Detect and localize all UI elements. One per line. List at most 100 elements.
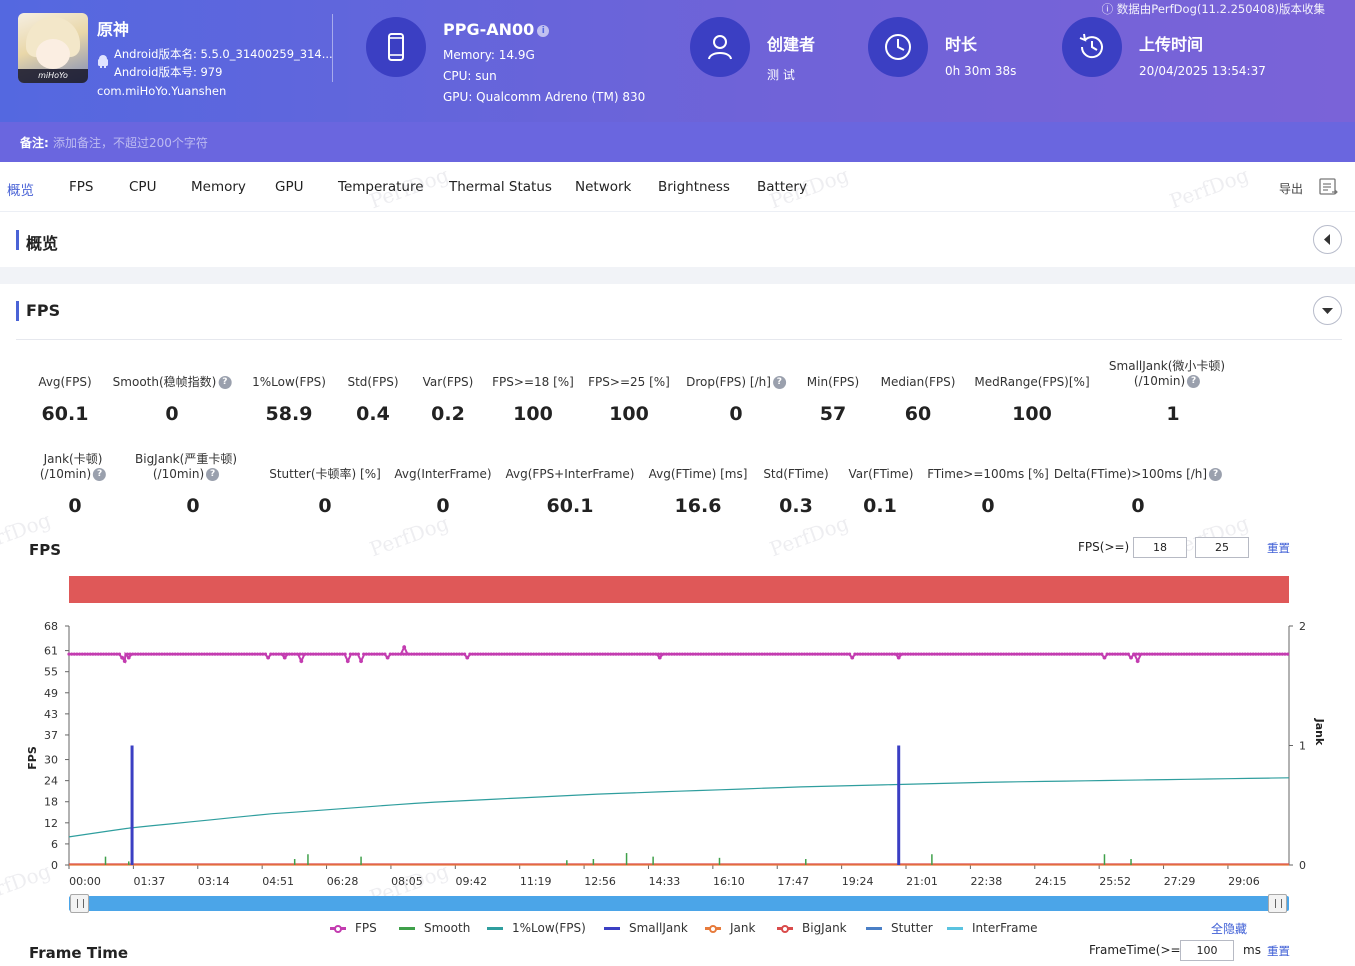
series-fps-point (299, 659, 304, 664)
series-fps-point (441, 652, 445, 656)
report-header: ⓘ 数据由PerfDog(11.2.250408)版本收集 miHoYo 原神 … (0, 0, 1355, 122)
remark-input[interactable]: 添加备注，不超过200个字符 (53, 136, 208, 150)
series-fps-point (1211, 652, 1215, 656)
help-icon[interactable]: ? (206, 468, 220, 481)
series-fps-point (765, 652, 769, 656)
tab-network[interactable]: Network (575, 179, 632, 195)
series-fps-point (335, 652, 339, 656)
x-tick-label: 22:38 (971, 875, 1003, 888)
series-fps-point (579, 652, 584, 656)
series-fps-point (635, 652, 639, 656)
fps-threshold-low-input[interactable]: 18 (1133, 537, 1187, 558)
series-fps-point (1132, 652, 1136, 656)
hide-all-series-button[interactable]: 全隐藏 (1211, 922, 1248, 936)
help-icon[interactable]: ? (772, 376, 786, 389)
overview-collapse-button[interactable] (1313, 225, 1342, 254)
series-fps-point (1100, 652, 1104, 656)
help-icon[interactable]: ? (1187, 375, 1201, 388)
legend-item-jank[interactable]: Jank (730, 921, 756, 935)
series-fps-point (569, 652, 573, 656)
legend-item-bigjank[interactable]: BigJank (802, 921, 847, 935)
series-fps-point (1049, 652, 1053, 656)
slider-handle-right[interactable] (1268, 894, 1287, 913)
metric-value: 16.6 (674, 495, 722, 517)
series-fps-point (709, 652, 714, 656)
series-fps-point (903, 652, 907, 656)
series-fps-point (749, 652, 753, 656)
series-fps-point (614, 652, 618, 656)
series-fps-point (516, 652, 520, 656)
x-tick-label: 24:15 (1035, 875, 1067, 888)
y-tick-label: 68 (44, 620, 58, 633)
series-fps-point (303, 652, 307, 656)
series-fps-point (725, 652, 730, 656)
fps-collapse-button[interactable] (1313, 296, 1342, 325)
legend-item-fps[interactable]: FPS (355, 921, 377, 935)
series-fps-point (547, 652, 552, 656)
series-fps-point (364, 652, 368, 656)
tab-cpu[interactable]: CPU (129, 179, 157, 195)
time-range-slider[interactable] (69, 896, 1289, 911)
legend-item-1-low-fps-[interactable]: 1%Low(FPS) (512, 921, 586, 935)
tab-memory[interactable]: Memory (191, 179, 246, 195)
series-fps-point (755, 652, 759, 656)
tab-temperature[interactable]: Temperature (338, 179, 424, 195)
export-button[interactable]: 导出 (1278, 182, 1303, 196)
fps-threshold-label: FPS(>=) (1078, 540, 1130, 554)
tab-battery[interactable]: Battery (757, 179, 807, 195)
fps-threshold-high-input[interactable]: 25 (1195, 537, 1249, 558)
metric-value: 60 (904, 403, 932, 425)
series-fps-point (372, 652, 376, 656)
tab-fps[interactable]: FPS (69, 179, 94, 195)
series-fps-point (1126, 652, 1130, 656)
frame-time-threshold-input[interactable]: 100 (1180, 940, 1234, 961)
series-fps-point (996, 652, 1000, 656)
series-fps-point (956, 652, 961, 656)
series-fps-point (1055, 652, 1059, 656)
help-icon[interactable]: ? (218, 376, 232, 389)
legend-item-interframe[interactable]: InterFrame (972, 921, 1038, 935)
x-tick-label: 09:42 (455, 875, 487, 888)
series-fps-point (670, 652, 674, 656)
tab-gpu[interactable]: GPU (275, 179, 304, 195)
series-fps-point (863, 652, 868, 656)
help-icon[interactable]: ? (93, 468, 107, 481)
app-avatar: miHoYo (18, 13, 88, 83)
series-fps-point (524, 652, 528, 656)
series-fps-point (675, 652, 679, 656)
series-fps-point (1105, 652, 1109, 656)
series-fps-point (930, 652, 934, 656)
legend-item-smalljank[interactable]: SmallJank (629, 921, 688, 935)
series-fps-point (558, 652, 562, 656)
legend-item-stutter[interactable]: Stutter (891, 921, 933, 935)
series-fps-point (1227, 652, 1231, 656)
tab-overview[interactable]: 概览 (7, 183, 34, 199)
series-fps-point (1163, 652, 1168, 656)
series-fps-point (736, 652, 740, 656)
series-fps-point (895, 652, 899, 656)
metric-value: 0 (729, 403, 743, 425)
series-fps-point (460, 652, 464, 656)
series-fps-point (632, 652, 637, 656)
frame-time-reset-link[interactable]: 重置 (1267, 944, 1290, 958)
metric-value: 0 (186, 495, 200, 517)
series-fps-point (473, 652, 477, 656)
export-icon[interactable] (1319, 178, 1339, 200)
frame-time-threshold-label: FrameTime(>=) (1089, 943, 1186, 957)
series-fps-point (1068, 652, 1072, 656)
phone-icon (388, 33, 404, 61)
device-circle (366, 17, 426, 77)
help-icon[interactable]: ? (1209, 468, 1223, 481)
info-icon[interactable]: i (537, 24, 550, 37)
tab-brightness[interactable]: Brightness (658, 179, 730, 195)
legend-item-smooth[interactable]: Smooth (424, 921, 471, 935)
tab-thermal-status[interactable]: Thermal Status (449, 179, 552, 195)
series-fps-point (200, 652, 204, 656)
series-fps-point (678, 652, 682, 656)
series-fps-point (165, 652, 169, 656)
slider-handle-left[interactable] (70, 894, 89, 913)
fps-reset-link[interactable]: 重置 (1267, 541, 1290, 555)
y-tick-label: 37 (44, 729, 58, 742)
series-fps-point (601, 652, 605, 656)
